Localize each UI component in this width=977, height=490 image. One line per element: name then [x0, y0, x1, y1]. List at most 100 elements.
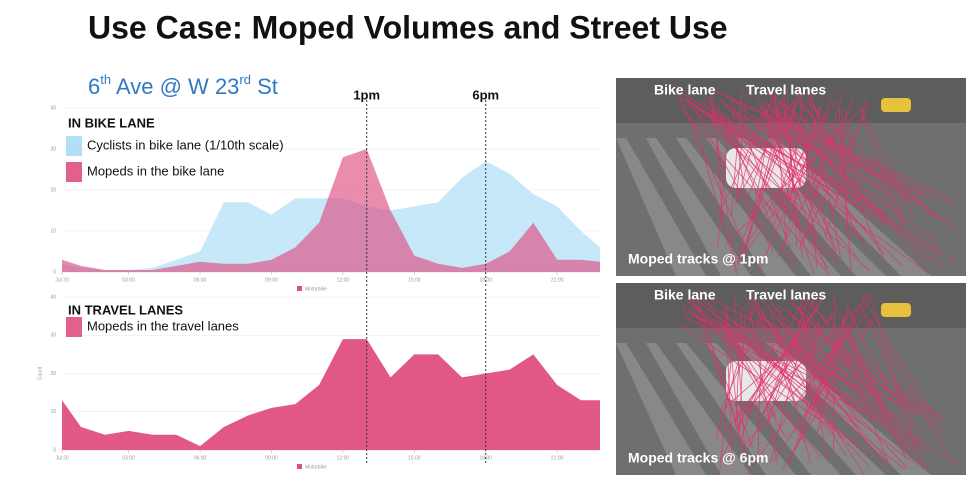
moped-track — [781, 322, 872, 471]
x-tick-label: 06:00 — [194, 277, 207, 283]
subtitle-part: th — [100, 72, 111, 87]
chart-heading: IN BIKE LANE — [68, 115, 155, 130]
moped-track — [735, 308, 742, 427]
moped-track — [755, 318, 898, 419]
moped-track — [868, 316, 949, 457]
y-tick-label: 10 — [50, 228, 56, 234]
photo-label: Bike lane — [654, 287, 716, 303]
moped-track — [825, 97, 868, 237]
moped-track — [799, 106, 869, 250]
moped-track — [777, 305, 917, 415]
moped-track — [786, 308, 908, 448]
moped-track — [698, 302, 742, 443]
moped-track — [726, 307, 740, 436]
legend-label: Mopeds in the travel lanes — [87, 318, 239, 333]
moped-track — [788, 301, 919, 416]
crosswalk-stripe — [616, 343, 706, 475]
moped-track — [757, 320, 763, 461]
x-tick-label: 03:00 — [122, 277, 135, 283]
moped-track — [689, 297, 741, 428]
moped-track — [736, 114, 867, 245]
moped-track — [832, 301, 883, 402]
x-tick-label: Jul 20 — [55, 455, 69, 461]
crosswalk-stripe — [676, 343, 796, 475]
moped-track — [691, 114, 738, 271]
moped-track — [830, 314, 890, 465]
moped-track — [719, 322, 736, 474]
moped-track — [745, 100, 783, 205]
area — [62, 339, 600, 450]
y-tick-label: 10 — [50, 409, 56, 415]
y-tick-label: 0 — [53, 269, 56, 275]
moped-track — [724, 103, 859, 260]
moped-track — [675, 102, 831, 276]
subtitle-part: rd — [239, 72, 251, 87]
moped-track — [792, 107, 840, 269]
annotation-label: 1pm — [353, 87, 380, 102]
moped-track — [684, 316, 965, 467]
moped-track — [833, 293, 835, 452]
moped-track — [686, 98, 833, 198]
moped-track — [838, 106, 852, 272]
moped-track — [721, 309, 870, 466]
y-tick-label: 20 — [50, 371, 56, 377]
moped-track — [703, 301, 877, 419]
x-tick-label: 12:00 — [337, 455, 350, 461]
moped-track — [736, 304, 943, 421]
moped-track — [796, 99, 907, 225]
chart-heading: IN TRAVEL LANES — [68, 302, 183, 317]
moped-track — [846, 307, 916, 442]
moped-track — [717, 116, 730, 248]
area — [62, 149, 600, 272]
moped-track — [738, 311, 746, 440]
moped-track — [730, 320, 876, 398]
moped-track — [751, 295, 847, 457]
crosswalk-stripe — [616, 138, 706, 276]
subtitle-part: 6 — [88, 74, 100, 99]
crosswalk-stripe — [646, 343, 751, 475]
moped-track — [681, 309, 893, 420]
moped-track — [680, 303, 862, 449]
slide-title: Use Case: Moped Volumes and Street Use — [88, 9, 728, 45]
moped-track — [763, 112, 830, 242]
moped-track — [865, 301, 938, 422]
moped-track — [767, 116, 938, 244]
moped-track — [715, 301, 756, 440]
moped-track — [842, 315, 889, 428]
moped-track — [808, 102, 943, 223]
x-tick-label: 21:00 — [551, 277, 564, 283]
footer-legend: Motorbike — [305, 286, 327, 292]
moped-track — [712, 97, 724, 228]
crosswalk-stripe — [676, 138, 796, 276]
subtitle-part: St — [251, 74, 278, 99]
annotation-label: 6pm — [472, 87, 499, 102]
moped-track — [870, 295, 923, 470]
moped-track — [736, 104, 856, 264]
y-tick-label: 30 — [50, 146, 56, 152]
moped-track — [753, 300, 795, 402]
moped-track — [763, 99, 852, 204]
moped-track — [860, 304, 923, 442]
moped-track — [740, 308, 818, 413]
moped-track — [806, 99, 904, 214]
moped-track — [804, 319, 820, 423]
moped-track — [701, 109, 930, 275]
moped-track — [765, 113, 827, 270]
moped-track — [807, 92, 886, 263]
subtitle-part: Ave @ W 23 — [111, 74, 239, 99]
x-tick-label: Jul 20 — [55, 277, 69, 283]
taxi — [881, 303, 911, 317]
x-tick-label: 03:00 — [122, 455, 135, 461]
y-tick-label: 20 — [50, 187, 56, 193]
x-tick-label: 09:00 — [265, 277, 278, 283]
x-tick-label: 09:00 — [265, 455, 278, 461]
moped-track — [790, 99, 803, 201]
moped-track — [739, 315, 867, 450]
moped-track — [718, 99, 888, 218]
moped-track — [763, 89, 960, 232]
moped-track — [751, 115, 905, 203]
moped-track — [769, 308, 886, 468]
moped-track — [735, 98, 747, 202]
moped-track — [762, 107, 957, 207]
moped-track — [769, 319, 808, 464]
